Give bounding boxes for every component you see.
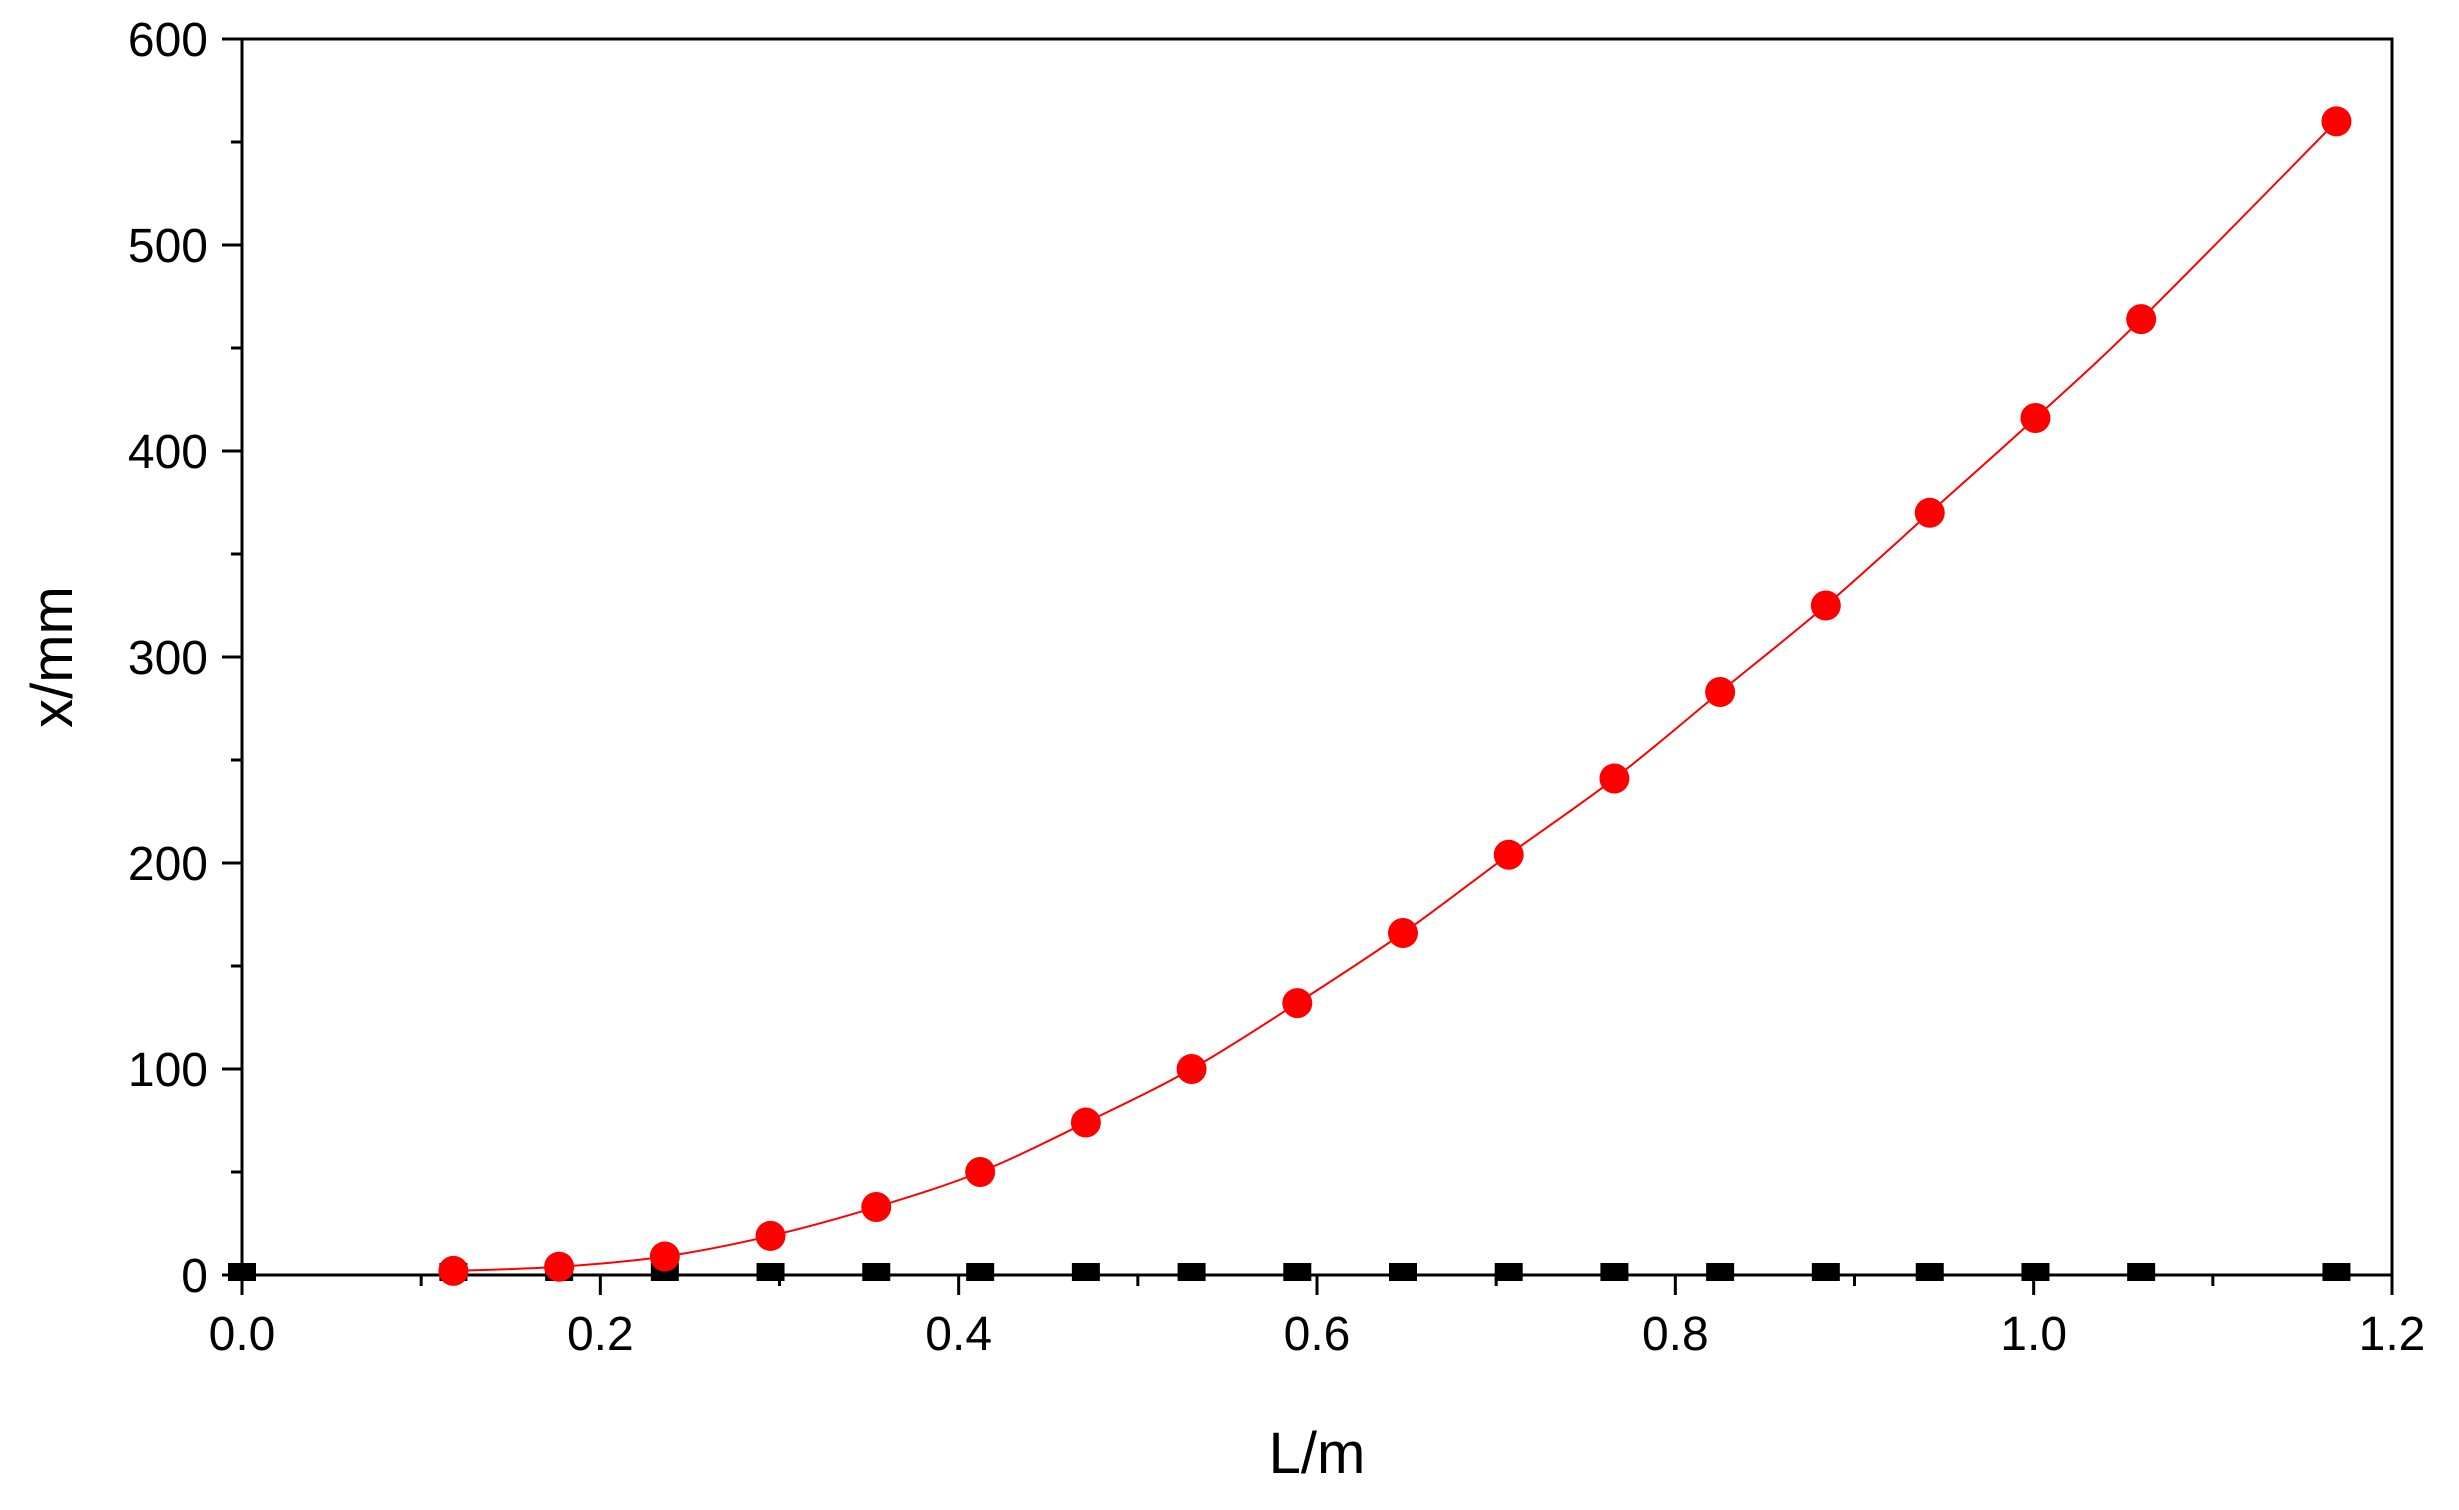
circle-marker (649, 1241, 680, 1272)
circle-marker (1176, 1054, 1207, 1084)
square-marker (2021, 1263, 2050, 1281)
y-tick-label: 200 (128, 838, 208, 891)
circle-marker (1388, 918, 1418, 949)
circle-marker (861, 1192, 892, 1223)
square-marker (228, 1263, 256, 1281)
y-tick-label: 300 (128, 632, 208, 685)
x-tick-label: 0.2 (567, 1308, 634, 1361)
circle-marker (755, 1220, 786, 1251)
square-marker (966, 1263, 995, 1281)
y-axis-ticks: 0 100 200 300 400 500 600 (128, 14, 242, 1303)
x-axis-title: L/m (1269, 1421, 1366, 1486)
square-marker (2127, 1263, 2156, 1281)
fit-curve-line (453, 120, 2338, 1272)
circle-marker (965, 1157, 996, 1187)
circle-marker (438, 1255, 469, 1286)
y-tick-label: 100 (128, 1044, 208, 1097)
plot-frame (240, 37, 2394, 1277)
square-marker (1177, 1263, 1206, 1281)
square-marker (1600, 1263, 1629, 1281)
circle-marker (2126, 304, 2157, 335)
square-marker (1915, 1263, 1944, 1281)
square-marker (1071, 1263, 1100, 1281)
y-tick-label: 600 (128, 14, 208, 67)
y-tick-label: 0 (181, 1250, 208, 1303)
square-marker (2322, 1263, 2351, 1281)
x-tick-label: 0.8 (1642, 1308, 1709, 1361)
circle-marker (544, 1251, 575, 1282)
y-axis-title: x/mm (20, 586, 85, 728)
square-marker (1389, 1263, 1417, 1281)
y-tick-label: 500 (128, 220, 208, 273)
x-tick-label: 0.0 (209, 1308, 276, 1361)
x-tick-label: 0.6 (1284, 1308, 1351, 1361)
x-axis-ticks: 0.0 0.2 0.4 0.6 0.8 1.0 1.2 (209, 1275, 2426, 1361)
y-tick-label: 400 (128, 426, 208, 479)
circle-marker (2321, 106, 2352, 137)
square-marker (756, 1263, 785, 1281)
square-marker (862, 1263, 891, 1281)
circle-marker (2020, 403, 2051, 434)
square-marker (1811, 1263, 1840, 1281)
series-layer (228, 106, 2352, 1286)
circle-marker (1282, 988, 1313, 1019)
x-tick-label: 1.0 (2000, 1308, 2067, 1361)
circle-marker (1070, 1107, 1101, 1138)
x-tick-label: 1.2 (2359, 1308, 2426, 1361)
circle-marker (1810, 590, 1841, 621)
square-marker (1706, 1263, 1735, 1281)
circle-marker (1493, 839, 1524, 870)
x-tick-label: 0.4 (925, 1308, 992, 1361)
circle-marker (1914, 497, 1945, 528)
square-marker (1494, 1263, 1523, 1281)
circle-marker (1705, 677, 1736, 708)
circle-marker (1599, 763, 1630, 794)
square-marker (1283, 1263, 1312, 1281)
